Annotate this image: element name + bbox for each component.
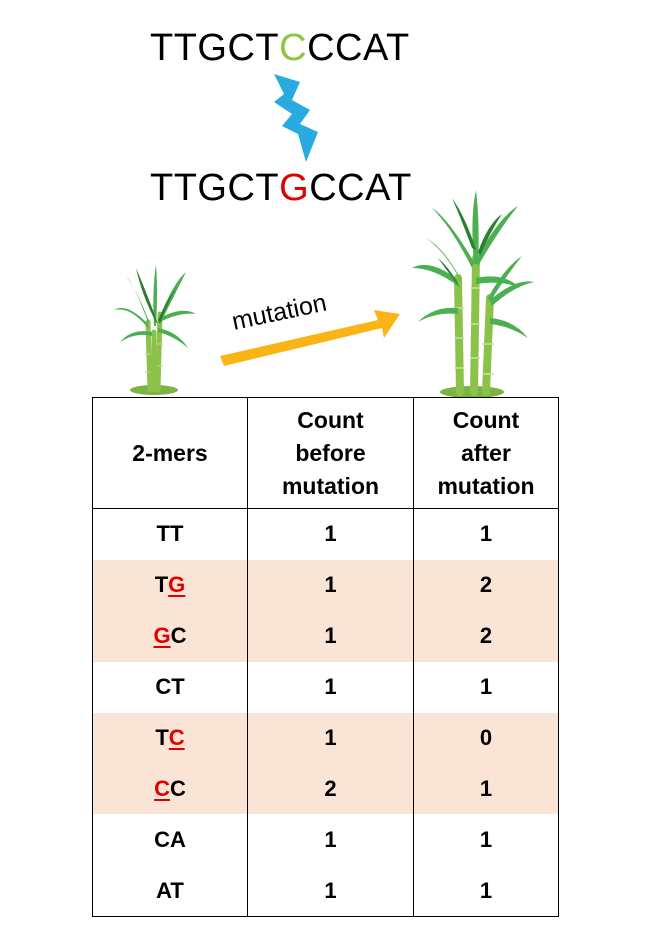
kmer-second-part: C	[170, 623, 187, 649]
kmer-second-part: C	[170, 775, 186, 801]
kmer-first-part: AT	[156, 877, 184, 903]
kmer-first-part: CT	[155, 674, 185, 700]
kmer-count-table: 2-mers Count before mutation Count after…	[92, 397, 559, 918]
table-row: AT 1 1	[92, 865, 559, 918]
kmer-cell: CA	[92, 814, 248, 866]
sequence-before-mutated-base: C	[279, 27, 308, 69]
lightning-bolt-shape	[274, 74, 318, 162]
header-count-before-line-3: mutation	[281, 472, 380, 499]
small-sugarcane-plant-icon	[114, 264, 196, 395]
count-after-cell: 0	[413, 712, 559, 764]
count-after-cell: 2	[413, 559, 559, 611]
count-before-cell: 1	[247, 559, 414, 611]
kmer-cell: AT	[92, 865, 248, 918]
table-row: CT 1 1	[92, 661, 559, 713]
header-count-before: Count before mutation	[247, 397, 414, 509]
large-sugarcane-plant-icon	[412, 190, 534, 398]
sequence-before: TTGCTCCCAT	[150, 28, 410, 68]
count-after-cell: 1	[413, 508, 559, 560]
count-after-cell: 2	[413, 610, 559, 662]
kmer-second-part: G	[168, 572, 186, 598]
header-count-before-line-2: before	[295, 439, 366, 466]
count-before-cell: 1	[247, 814, 414, 866]
count-after-cell: 1	[413, 661, 559, 713]
sequence-after-mutated-base: G	[279, 167, 310, 209]
kmer-cell: CC	[92, 763, 248, 815]
table-row: CA 1 1	[92, 814, 559, 866]
header-count-after-line-2: after	[461, 439, 511, 466]
kmer-first-part: TT	[156, 521, 184, 547]
mutation-arrow-shape	[220, 310, 400, 366]
kmer-first-part: T	[155, 725, 169, 750]
table-row: TG 1 2	[92, 559, 559, 611]
sequence-before-prefix: TTGCT	[150, 27, 280, 69]
sequence-after-prefix: TTGCT	[150, 167, 280, 209]
header-count-after-line-1: Count	[452, 406, 520, 433]
count-before-cell: 1	[247, 610, 414, 662]
count-after-cell: 1	[413, 763, 559, 815]
sequence-after: TTGCTGCCAT	[150, 168, 412, 208]
kmer-first-part: G	[153, 623, 171, 649]
table-row: TC 1 0	[92, 712, 559, 764]
kmer-cell: TG	[92, 559, 248, 611]
table-row: CC 2 1	[92, 763, 559, 815]
header-count-after-line-3: mutation	[437, 472, 535, 499]
kmer-first-part: CA	[154, 826, 186, 852]
count-before-cell: 1	[247, 661, 414, 713]
table-row: TT 1 1	[92, 508, 559, 560]
kmer-cell: TT	[92, 508, 248, 560]
lightning-bolt-icon	[274, 74, 318, 162]
header-kmer: 2-mers	[92, 397, 248, 509]
kmer-cell: TC	[92, 712, 248, 764]
table-header-row: 2-mers Count before mutation Count after…	[92, 397, 559, 509]
count-after-cell: 1	[413, 865, 559, 918]
mutation-arrow-label: mutation	[229, 296, 329, 336]
kmer-cell: GC	[92, 610, 248, 662]
count-before-cell: 1	[247, 712, 414, 764]
count-after-cell: 1	[413, 814, 559, 866]
count-before-cell: 1	[247, 865, 414, 918]
sequence-before-suffix: CCAT	[307, 27, 410, 69]
kmer-first-part: C	[154, 775, 170, 801]
kmer-cell: CT	[92, 661, 248, 713]
count-before-cell: 1	[247, 508, 414, 560]
kmer-first-part: T	[154, 572, 169, 598]
kmer-second-part: C	[168, 725, 185, 750]
sequence-after-suffix: CCAT	[309, 167, 412, 209]
mutation-arrow: mutation	[220, 296, 400, 366]
table-row: GC 1 2	[92, 610, 559, 662]
header-count-after: Count after mutation	[413, 397, 559, 509]
count-before-cell: 2	[247, 763, 414, 815]
header-count-before-line-1: Count	[297, 406, 364, 433]
